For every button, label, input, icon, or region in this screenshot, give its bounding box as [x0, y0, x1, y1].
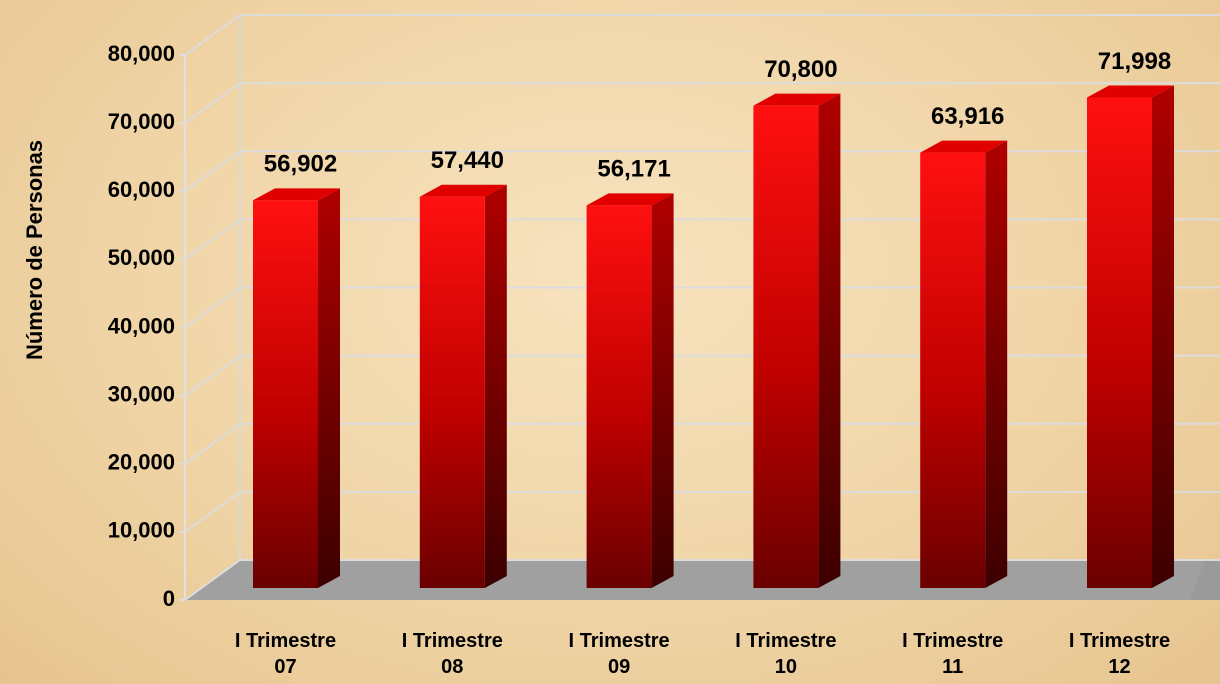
y-tick-label: 30,000 [108, 381, 175, 406]
bar-side [818, 93, 841, 589]
bar [253, 200, 318, 589]
y-tick-label: 20,000 [108, 450, 175, 475]
grid-line [184, 218, 1220, 261]
y-tick-label: 70,000 [108, 109, 175, 134]
value-label: 56,902 [264, 151, 337, 178]
bar [753, 105, 819, 589]
y-tick-label: 0 [163, 586, 175, 611]
x-tick-label: I Trimestre 07 [234, 630, 337, 678]
bar-side [318, 188, 340, 589]
y-tick-label: 40,000 [108, 313, 175, 338]
grid-line [184, 490, 1220, 533]
bar-top [419, 184, 507, 197]
bar-side [484, 184, 507, 588]
bar-top [1087, 85, 1174, 98]
x-tick-label: I Trimestre 12 [1068, 630, 1171, 678]
x-tick-label: I Trimestre 10 [735, 630, 837, 678]
y-axis-label: Número de Personas [22, 140, 47, 360]
bar [586, 205, 652, 588]
y-tick-label: 60,000 [108, 177, 175, 202]
y-tick-label: 50,000 [108, 245, 175, 270]
bar-side [1152, 85, 1174, 589]
grid-line [184, 422, 1220, 465]
value-label: 56,171 [597, 156, 670, 183]
bar-top [586, 193, 674, 206]
bar-top [920, 140, 1008, 153]
grid-line [184, 14, 1220, 56]
bar-side [985, 140, 1008, 588]
grid-line [184, 150, 1220, 193]
grid-line [184, 354, 1220, 397]
grid-line [184, 82, 1220, 124]
grid-line [184, 559, 1220, 601]
grid-line [184, 286, 1220, 329]
bar [1087, 97, 1152, 589]
bar-side [651, 193, 674, 588]
x-tick-label: I Trimestre 11 [902, 630, 1004, 678]
y-tick-label: 10,000 [108, 518, 175, 543]
bar [920, 152, 986, 588]
value-label: 70,800 [764, 56, 837, 83]
value-label: 63,916 [931, 103, 1004, 130]
bar [419, 196, 485, 588]
x-tick-label: I Trimestre 08 [401, 630, 503, 678]
value-label: 71,998 [1098, 48, 1171, 75]
value-label: 57,440 [431, 147, 504, 174]
y-tick-label: 80,000 [108, 41, 175, 66]
bar-top [753, 93, 841, 106]
x-tick-label: I Trimestre 09 [568, 630, 670, 678]
bar-top [253, 188, 340, 201]
